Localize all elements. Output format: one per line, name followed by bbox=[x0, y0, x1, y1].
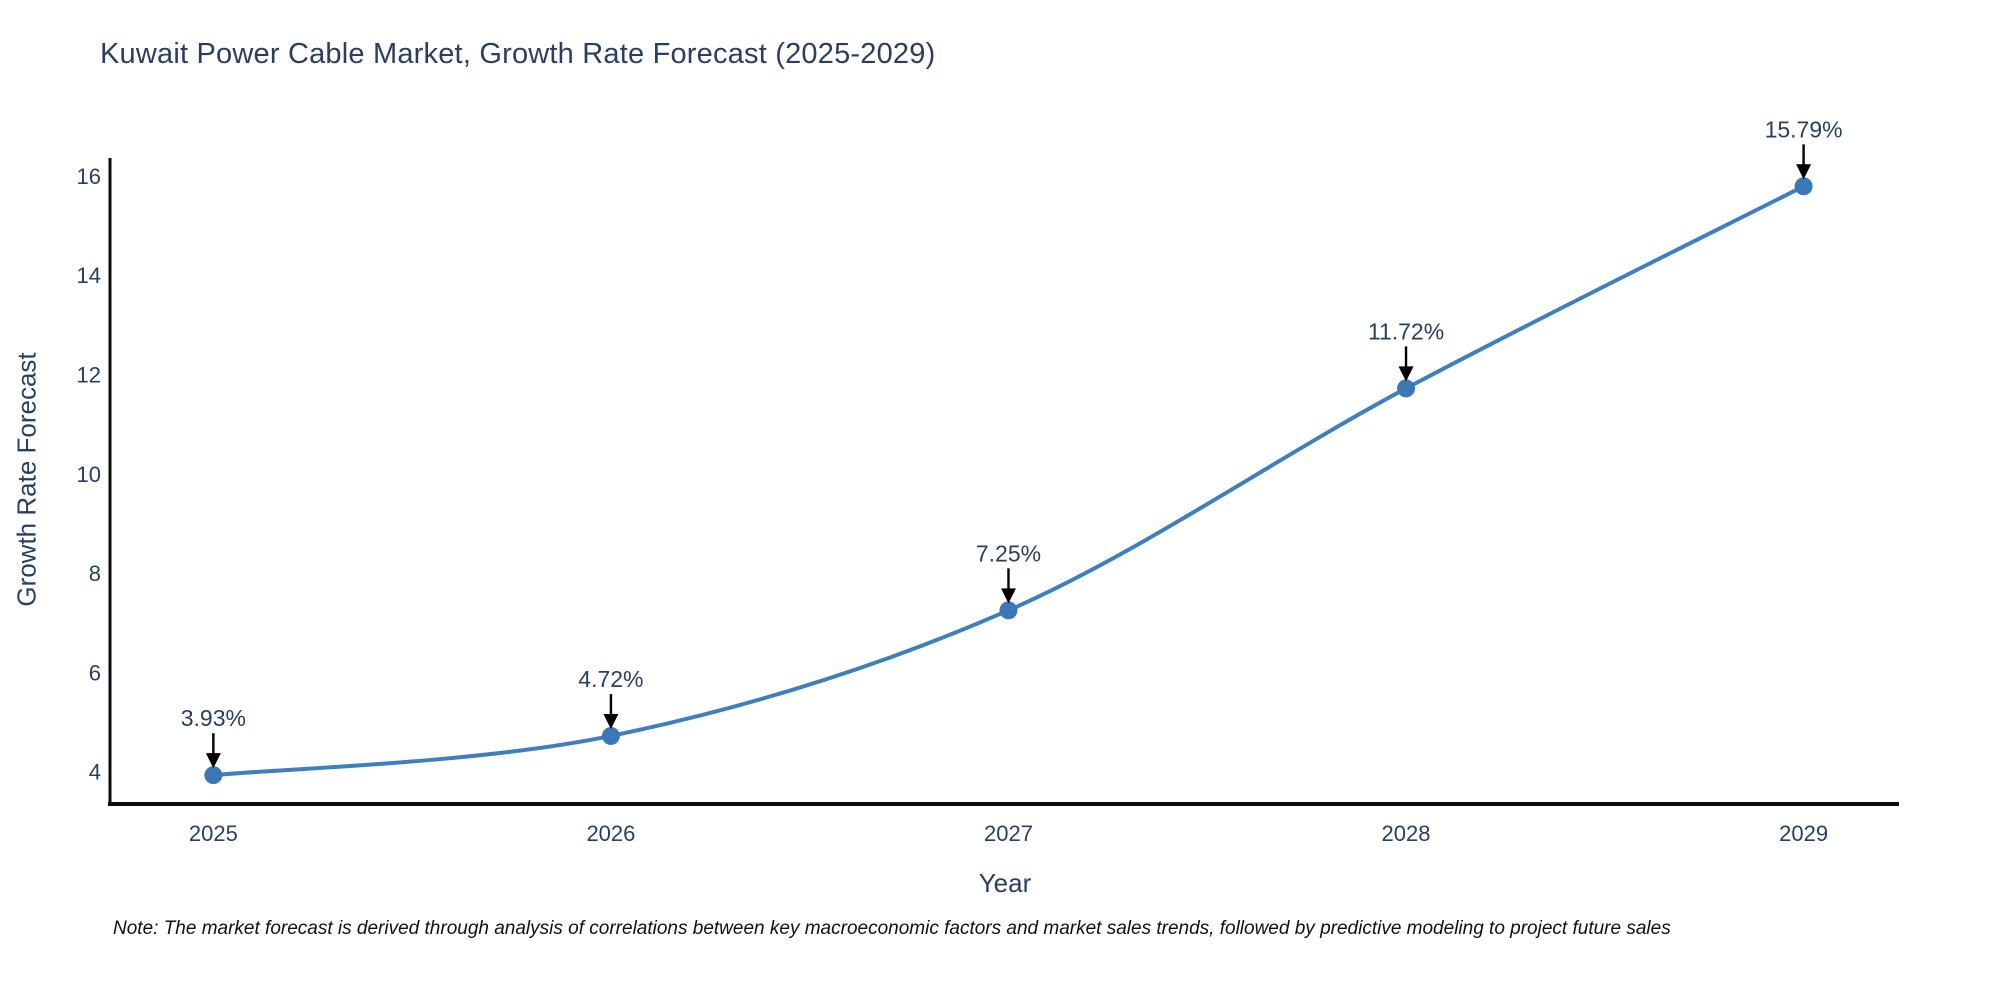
annotation-label: 3.93% bbox=[181, 705, 246, 731]
annotation-label: 11.72% bbox=[1368, 318, 1444, 344]
x-tick-label: 2029 bbox=[1779, 821, 1828, 846]
data-point-marker[interactable] bbox=[204, 766, 223, 785]
y-axis-title: Growth Rate Forecast bbox=[11, 352, 42, 607]
y-tick-label: 14 bbox=[77, 263, 101, 288]
y-axis-line bbox=[108, 158, 112, 806]
y-tick-label: 12 bbox=[77, 362, 101, 387]
y-tick-label: 10 bbox=[77, 462, 101, 487]
annotation-arrowhead bbox=[1796, 164, 1812, 180]
y-tick-label: 16 bbox=[77, 164, 101, 189]
chart-title: Kuwait Power Cable Market, Growth Rate F… bbox=[100, 38, 936, 70]
x-tick-label: 2026 bbox=[586, 821, 635, 846]
x-axis-title: Year bbox=[978, 868, 1032, 898]
x-tick-label: 2027 bbox=[984, 821, 1033, 846]
series-line bbox=[213, 184, 1805, 778]
x-axis-line bbox=[108, 802, 1899, 806]
y-tick-label: 8 bbox=[89, 561, 101, 586]
annotation-arrowhead bbox=[1398, 366, 1414, 382]
annotation-arrowhead bbox=[205, 753, 221, 769]
x-tick-label: 2028 bbox=[1382, 821, 1431, 846]
y-tick-label: 4 bbox=[89, 760, 101, 785]
x-tick-label: 2025 bbox=[189, 821, 238, 846]
annotation-label: 4.72% bbox=[578, 666, 643, 692]
data-point-marker[interactable] bbox=[601, 726, 620, 745]
footnote: Note: The market forecast is derived thr… bbox=[113, 918, 1671, 939]
data-point-marker[interactable] bbox=[999, 601, 1018, 620]
annotation-label: 7.25% bbox=[976, 540, 1041, 566]
annotation-label: 15.79% bbox=[1765, 116, 1843, 142]
annotation-arrowhead bbox=[1000, 588, 1016, 604]
y-tick-label: 6 bbox=[89, 660, 101, 685]
data-point-marker[interactable] bbox=[1397, 379, 1416, 398]
annotation-arrowhead bbox=[603, 713, 619, 729]
data-point-marker[interactable] bbox=[1794, 177, 1813, 196]
